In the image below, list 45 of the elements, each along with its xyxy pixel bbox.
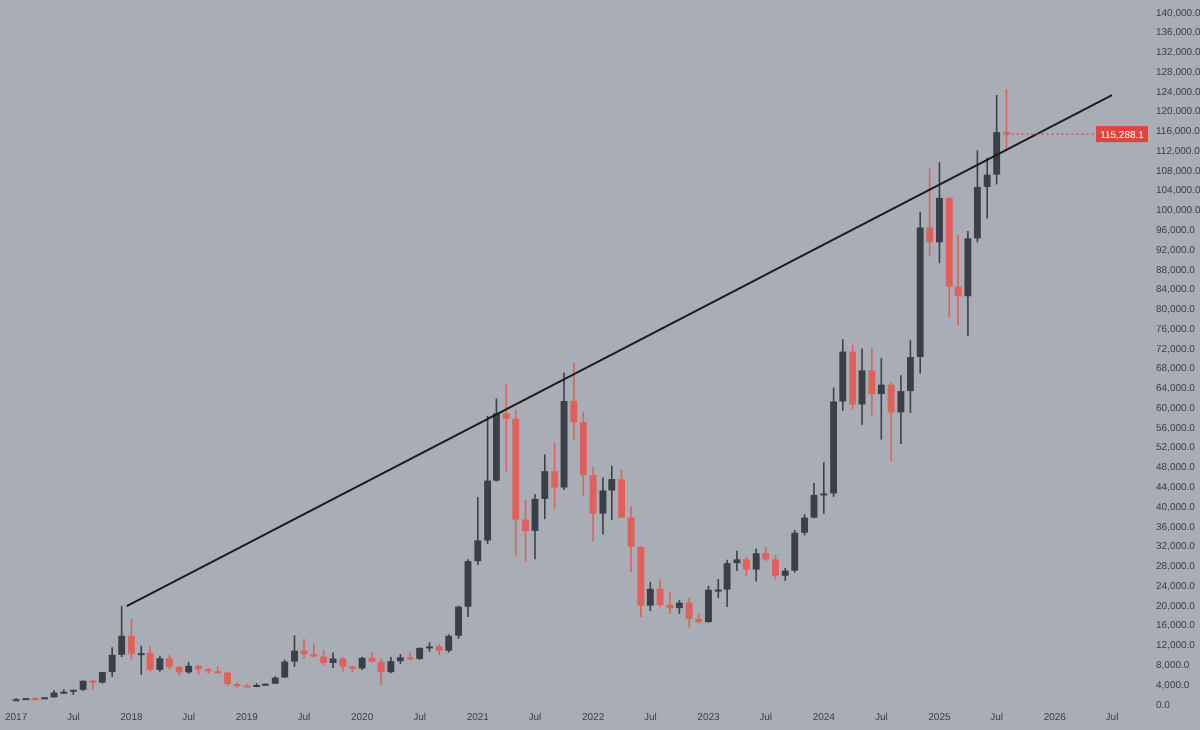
candlestick	[685, 596, 693, 629]
candlestick	[772, 553, 779, 581]
candlestick	[877, 357, 885, 441]
candlestick	[752, 547, 760, 583]
candlestick	[589, 465, 597, 543]
candlestick	[377, 657, 385, 686]
candlestick	[502, 382, 510, 473]
candlestick	[983, 157, 991, 220]
candlestick	[993, 94, 1001, 186]
candlestick	[646, 581, 654, 612]
candlestick	[137, 644, 145, 676]
candlestick	[89, 678, 97, 691]
candlestick	[801, 513, 808, 537]
candlestick	[791, 529, 799, 574]
candlestick	[146, 645, 154, 673]
candlestick	[954, 233, 962, 327]
candlestick	[128, 618, 135, 661]
candlestick	[474, 496, 482, 566]
candlestick	[108, 646, 116, 678]
candlestick	[723, 558, 731, 608]
candlestick	[926, 167, 934, 258]
candlestick	[455, 604, 462, 640]
candlestick	[522, 499, 529, 563]
candlestick	[608, 464, 616, 521]
candlestick	[541, 453, 549, 520]
candlestick	[936, 161, 943, 264]
candlestick	[599, 476, 607, 536]
candlestick	[742, 555, 750, 578]
candlestick	[551, 441, 559, 510]
candlestick	[897, 374, 905, 445]
candlestick	[310, 642, 318, 659]
candlestick	[204, 666, 212, 675]
candlestick	[291, 634, 298, 668]
candlestick	[820, 461, 828, 515]
candlestick	[656, 578, 664, 608]
candlestick	[618, 468, 625, 519]
candlestick	[906, 339, 914, 414]
candlestick	[281, 658, 289, 679]
candlestick	[733, 549, 741, 572]
candlestick	[887, 381, 895, 463]
candlestick	[868, 347, 876, 417]
candlestick	[666, 591, 674, 615]
candlestick	[445, 633, 453, 654]
candlestick	[570, 362, 578, 442]
candlestick	[118, 605, 126, 658]
